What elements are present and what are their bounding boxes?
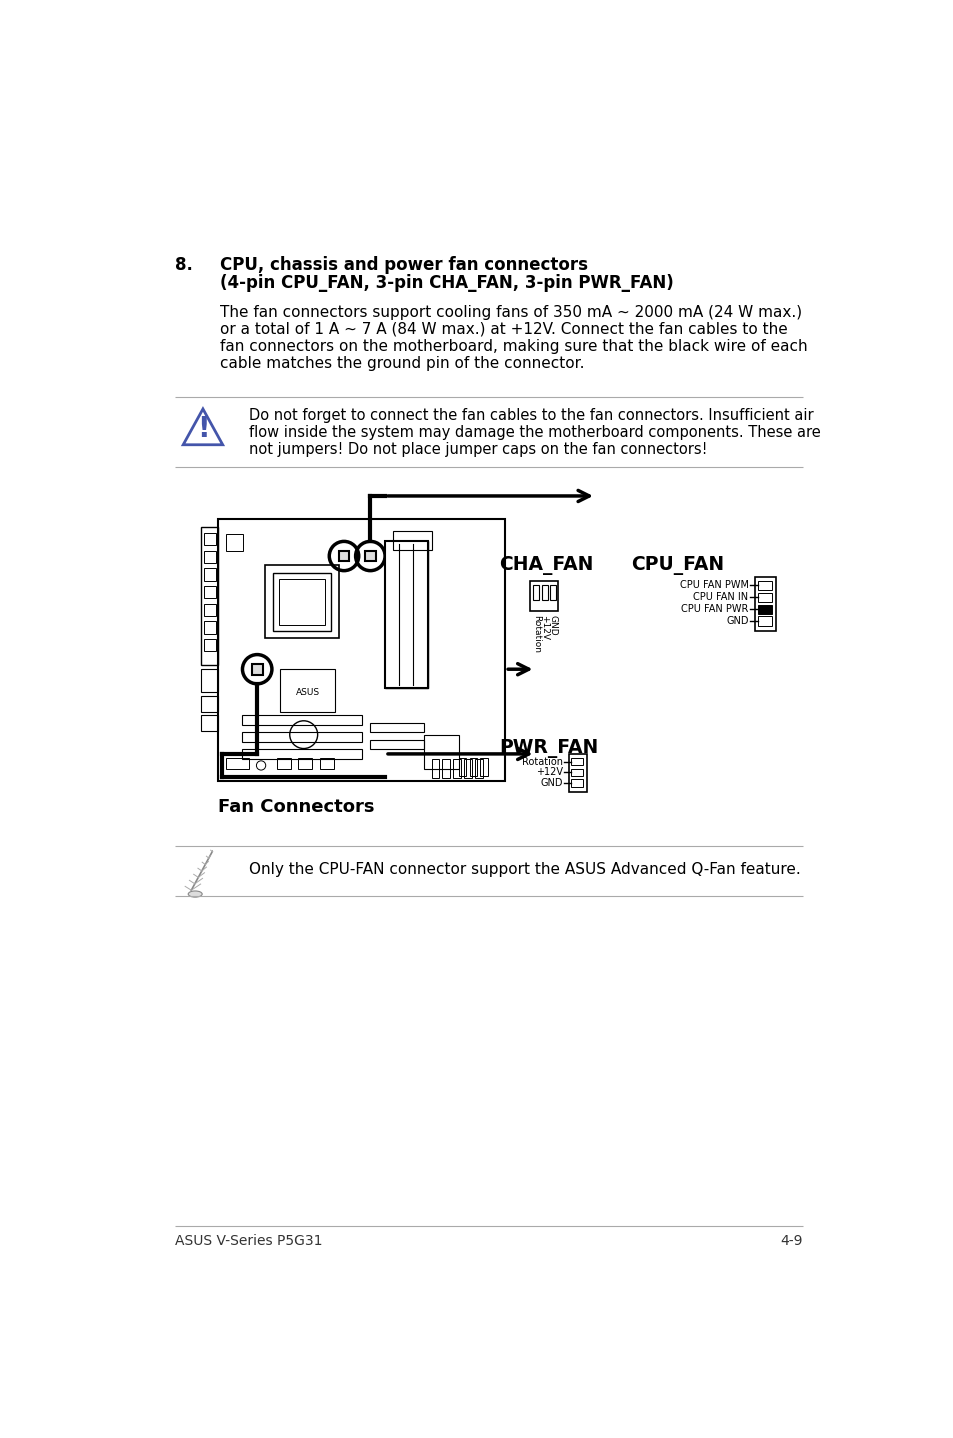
Bar (338, 551, 349, 561)
Bar (385, 541, 427, 689)
Bar (533, 584, 538, 600)
Bar (273, 572, 331, 631)
Bar (390, 548, 397, 580)
Bar (204, 621, 216, 634)
Text: Do not forget to connect the fan cables to the fan connectors. Insufficient air: Do not forget to connect the fan cables … (249, 408, 813, 423)
Bar (319, 758, 334, 769)
Text: Rotation: Rotation (531, 615, 540, 653)
Bar (201, 716, 218, 731)
Bar (201, 526, 218, 666)
Text: (4-pin CPU_FAN, 3-pin CHA_FAN, 3-pin PWR_FAN): (4-pin CPU_FAN, 3-pin CHA_FAN, 3-pin PWR… (220, 275, 673, 292)
Bar (201, 669, 218, 692)
Bar (204, 551, 216, 562)
Bar (201, 696, 218, 712)
Bar (204, 587, 216, 598)
Bar (241, 749, 361, 758)
Bar (431, 759, 439, 778)
Text: CPU FAN IN: CPU FAN IN (693, 592, 748, 603)
Bar (393, 531, 431, 549)
Bar (298, 758, 312, 769)
Text: 8.: 8. (174, 256, 193, 273)
Bar (241, 716, 361, 725)
Bar (204, 638, 216, 651)
Text: GND: GND (548, 615, 558, 636)
Text: cable matches the ground pin of the connector.: cable matches the ground pin of the conn… (220, 355, 584, 371)
Text: +12V: +12V (535, 768, 562, 778)
Bar (469, 758, 476, 777)
Text: CPU_FAN: CPU_FAN (630, 557, 723, 575)
Bar (757, 592, 771, 603)
Text: ASUS V-Series P5G31: ASUS V-Series P5G31 (174, 1234, 322, 1248)
Text: GND: GND (725, 615, 748, 626)
Bar (571, 768, 583, 777)
Bar (541, 584, 547, 600)
Bar (252, 664, 262, 674)
Text: fan connectors on the motherboard, making sure that the black wire of each: fan connectors on the motherboard, makin… (220, 339, 807, 354)
Text: 4-9: 4-9 (780, 1234, 802, 1248)
Bar (241, 732, 361, 742)
Text: !: ! (196, 416, 209, 443)
Ellipse shape (188, 892, 202, 897)
Bar (204, 533, 216, 545)
Bar (365, 551, 375, 561)
Bar (385, 541, 427, 689)
Bar (754, 577, 776, 631)
Bar (280, 669, 335, 712)
Bar (464, 759, 472, 778)
Bar (226, 758, 249, 769)
Text: Only the CPU-FAN connector support the ASUS Advanced Q-Fan feature.: Only the CPU-FAN connector support the A… (249, 861, 800, 877)
Bar (278, 580, 324, 624)
Bar (757, 581, 771, 590)
Bar (757, 604, 771, 614)
Text: CPU FAN PWR: CPU FAN PWR (680, 604, 748, 614)
Text: PWR_FAN: PWR_FAN (498, 739, 598, 758)
Bar (369, 741, 423, 749)
Text: ASUS: ASUS (295, 687, 319, 697)
Bar (571, 779, 583, 787)
Bar (423, 735, 458, 769)
Text: or a total of 1 A ~ 7 A (84 W max.) at +12V. Connect the fan cables to the: or a total of 1 A ~ 7 A (84 W max.) at +… (220, 322, 787, 336)
Bar (453, 759, 460, 778)
Bar (458, 758, 466, 777)
Bar (475, 759, 482, 778)
Bar (757, 617, 771, 626)
Bar (550, 584, 556, 600)
Text: GND: GND (539, 778, 562, 788)
Text: Rotation: Rotation (521, 756, 562, 766)
Text: flow inside the system may damage the motherboard components. These are: flow inside the system may damage the mo… (249, 426, 820, 440)
Bar (442, 759, 450, 778)
Bar (390, 617, 397, 649)
Bar (568, 754, 587, 792)
Text: Fan Connectors: Fan Connectors (218, 798, 375, 815)
Text: The fan connectors support cooling fans of 350 mA ~ 2000 mA (24 W max.): The fan connectors support cooling fans … (220, 305, 801, 321)
Text: CPU FAN PWM: CPU FAN PWM (679, 581, 748, 590)
Bar (390, 653, 397, 684)
Bar (226, 535, 243, 551)
Text: +12V: +12V (539, 615, 549, 640)
Text: CPU, chassis and power fan connectors: CPU, chassis and power fan connectors (220, 256, 587, 273)
Bar (204, 568, 216, 581)
Text: CHA_FAN: CHA_FAN (498, 557, 593, 575)
Bar (530, 581, 558, 611)
Bar (390, 582, 397, 614)
Bar (276, 758, 291, 769)
Text: not jumpers! Do not place jumper caps on the fan connectors!: not jumpers! Do not place jumper caps on… (249, 441, 706, 457)
Bar (218, 519, 505, 781)
Bar (480, 758, 488, 777)
Bar (265, 565, 338, 638)
Bar (571, 758, 583, 765)
Bar (204, 604, 216, 615)
Bar (369, 723, 423, 732)
